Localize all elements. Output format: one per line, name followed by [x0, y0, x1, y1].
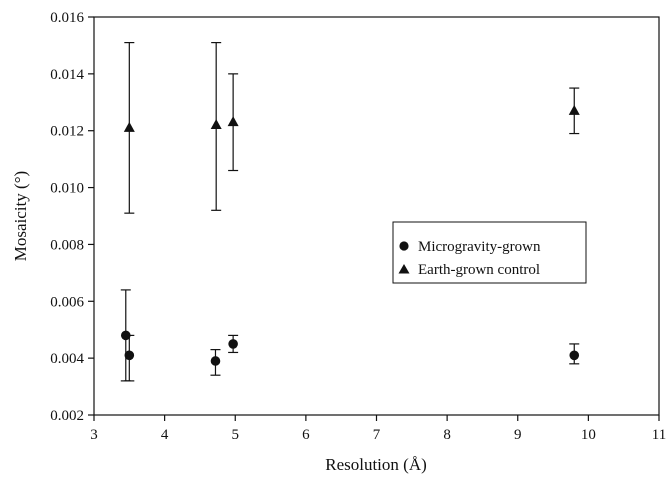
x-tick-label: 7: [373, 427, 381, 443]
earth-control-point: [568, 104, 580, 115]
earth-control-point: [227, 116, 239, 127]
data-markers: [120, 104, 580, 366]
microgravity-point: [124, 350, 135, 361]
microgravity-point: [120, 330, 131, 341]
y-tick-label: 0.012: [50, 124, 84, 140]
y-tick-label: 0.002: [50, 408, 84, 424]
x-tick-label: 10: [581, 427, 596, 443]
x-tick-label: 5: [232, 427, 240, 443]
y-tick-label: 0.010: [50, 181, 84, 197]
legend-box: [392, 221, 587, 284]
legend-circle-marker: [399, 241, 409, 251]
y-tick-label: 0.008: [50, 237, 84, 253]
y-tick-label: 0.006: [50, 294, 84, 310]
microgravity-point: [210, 356, 221, 366]
earth-control-point: [123, 121, 135, 132]
x-axis: 3 4 5 6 7 8 9 10 11: [90, 415, 666, 443]
x-tick-label: 11: [652, 427, 666, 443]
error-bars: [120, 41, 580, 382]
y-tick-label: 0.014: [50, 67, 84, 83]
x-tick-label: 8: [443, 427, 451, 443]
x-tick-label: 4: [161, 427, 169, 443]
legend-label-microgravity: Microgravity-grown: [418, 239, 541, 255]
y-axis: 0.002 0.004 0.006 0.008 0.010 0.012 0.014 0.016: [50, 10, 94, 424]
earth-control-point: [210, 119, 222, 130]
microgravity-point: [569, 350, 580, 361]
x-axis-title: Resolution (Å): [325, 455, 427, 474]
x-tick-label: 3: [90, 427, 98, 443]
x-tick-label: 6: [302, 427, 310, 443]
legend-label-earth: Earth-grown control: [418, 262, 540, 278]
legend: Microgravity-grown Earth-grown control: [392, 221, 587, 284]
y-tick-label: 0.016: [50, 10, 84, 26]
y-axis-title: Mosaicity (°): [11, 171, 30, 261]
microgravity-point: [228, 339, 238, 349]
x-tick-label: 9: [514, 427, 522, 443]
y-tick-label: 0.004: [50, 351, 84, 367]
legend-triangle-marker: [398, 264, 410, 274]
